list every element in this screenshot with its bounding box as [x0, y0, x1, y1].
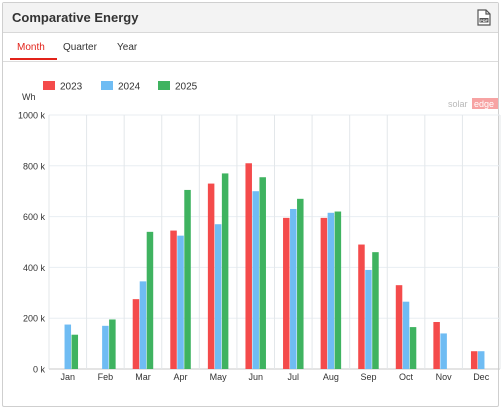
bar-2025-oct[interactable]	[409, 327, 417, 369]
y-tick-label: 600 k	[23, 212, 46, 222]
x-tick-label-apr: Apr	[174, 372, 188, 382]
legend-swatch-2023	[43, 81, 55, 90]
y-tick-label: 800 k	[23, 161, 46, 171]
tab-year[interactable]: Year	[117, 42, 138, 53]
y-tick-label: 0 k	[33, 365, 46, 375]
bar-2023-jun[interactable]	[245, 163, 252, 369]
bar-2024-oct[interactable]	[402, 301, 410, 369]
tab-quarter[interactable]: Quarter	[63, 42, 97, 53]
legend-swatch-2025	[158, 81, 170, 90]
pdf-export-icon[interactable]: PDF	[477, 9, 491, 26]
bar-2023-may[interactable]	[207, 183, 215, 369]
y-axis-unit-label: Wh	[22, 92, 36, 102]
bar-2024-mar[interactable]	[139, 281, 147, 369]
bar-2024-apr[interactable]	[177, 235, 184, 369]
x-tick-label-aug: Aug	[323, 372, 339, 382]
x-tick-label-may: May	[210, 372, 228, 382]
active-tab-indicator	[10, 58, 57, 60]
bar-2024-dec[interactable]	[477, 351, 485, 369]
solaredge-watermark: solar edge	[448, 98, 498, 109]
bar-2024-sep[interactable]	[365, 269, 372, 369]
tab-month[interactable]: Month	[17, 42, 45, 53]
x-tick-label-sep: Sep	[360, 372, 376, 382]
y-tick-label: 200 k	[23, 314, 46, 324]
bar-2025-apr[interactable]	[184, 189, 191, 369]
bar-2023-dec[interactable]	[470, 351, 478, 369]
bar-2025-sep[interactable]	[372, 252, 379, 369]
bar-2024-aug[interactable]	[327, 212, 335, 369]
legend-label-2023[interactable]: 2023	[60, 82, 83, 93]
watermark-right: edge	[474, 99, 494, 109]
y-tick-label: 1000 k	[18, 111, 46, 121]
legend-label-2024[interactable]: 2024	[118, 82, 141, 93]
bar-2025-jan[interactable]	[71, 334, 79, 369]
bar-2025-may[interactable]	[221, 173, 229, 369]
chart-legend: 2023 2024 2025	[43, 81, 198, 93]
x-tick-label-feb: Feb	[98, 372, 114, 382]
x-tick-label-jan: Jan	[61, 372, 76, 382]
svg-text:PDF: PDF	[480, 19, 488, 23]
bar-2025-mar[interactable]	[146, 231, 154, 369]
bar-2024-may[interactable]	[214, 224, 222, 369]
x-tick-label-oct: Oct	[399, 372, 414, 382]
bar-2025-feb[interactable]	[109, 319, 116, 369]
x-tick-label-nov: Nov	[436, 372, 453, 382]
widget-header: Comparative Energy PDF	[3, 3, 498, 33]
bar-2024-jul[interactable]	[290, 208, 297, 369]
bar-2024-nov[interactable]	[440, 333, 447, 369]
legend-swatch-2024	[101, 81, 113, 90]
bar-2023-oct[interactable]	[395, 285, 403, 369]
x-tick-label-mar: Mar	[135, 372, 151, 382]
bar-2024-feb[interactable]	[102, 325, 109, 369]
bar-2025-jul[interactable]	[297, 198, 304, 369]
x-tick-label-jul: Jul	[288, 372, 300, 382]
legend-label-2025[interactable]: 2025	[175, 82, 198, 93]
x-tick-label-dec: Dec	[473, 372, 490, 382]
bar-2023-sep[interactable]	[358, 244, 365, 369]
watermark-left: solar	[448, 99, 468, 109]
bar-2023-jul[interactable]	[283, 217, 290, 369]
bar-2025-aug[interactable]	[334, 211, 342, 369]
bar-2024-jan[interactable]	[64, 324, 72, 369]
bar-2024-jun[interactable]	[252, 191, 259, 369]
bar-2023-apr[interactable]	[170, 230, 177, 369]
widget-title: Comparative Energy	[12, 10, 139, 25]
y-tick-label: 400 k	[23, 263, 46, 273]
x-tick-label-jun: Jun	[248, 372, 263, 382]
bar-2023-mar[interactable]	[132, 299, 140, 369]
bar-2025-jun[interactable]	[259, 177, 266, 369]
bar-2023-aug[interactable]	[320, 217, 328, 369]
period-tabs: Month Quarter Year	[3, 33, 498, 62]
bar-2023-nov[interactable]	[433, 322, 440, 369]
